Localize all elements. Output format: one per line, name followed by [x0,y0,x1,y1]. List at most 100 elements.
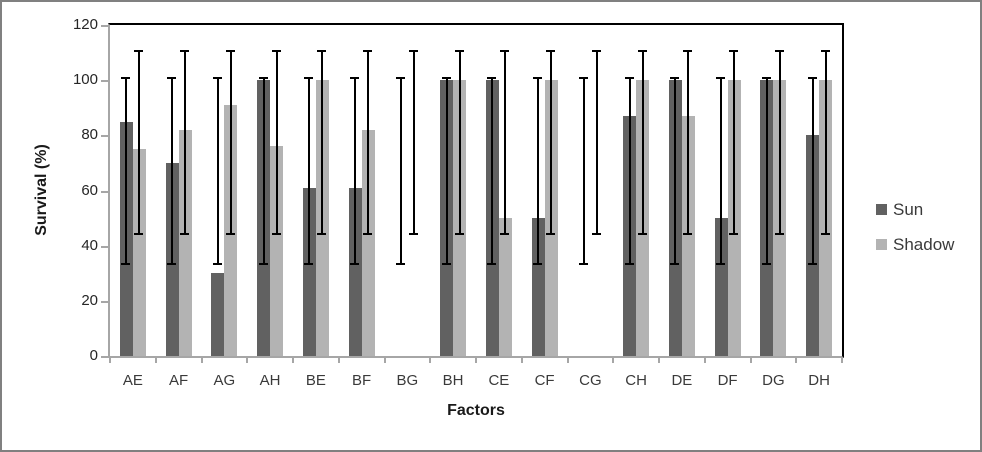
error-bar-sun-CE-bottom-cap [487,263,497,265]
error-bar-sun-AE-bottom-cap [121,263,131,265]
error-bar-shadow-CH [641,49,644,235]
legend-swatch-shadow-icon [876,239,887,250]
x-axis-tick [337,358,340,363]
error-bar-shadow-CG-top-cap [591,49,601,52]
x-axis-tick [292,358,294,363]
y-axis-tick [101,80,108,83]
bar-sun-DF [714,218,728,356]
x-category-label-DF: DF [717,372,738,389]
error-bar-shadow-AH [275,49,278,235]
error-bar-shadow-DF-top-cap [729,49,739,52]
error-bar-shadow-BH-bottom-cap [454,232,464,235]
error-bar-shadow-AG [229,49,232,235]
error-bar-shadow-CG-bottom-cap [591,232,601,235]
error-bar-shadow-CH-bottom-cap [637,232,647,235]
error-bar-sun-DE-top-cap [670,77,680,80]
error-bar-sun-DH-bottom-cap [807,263,817,265]
error-bar-sun-BG-top-cap [395,77,405,80]
x-category-label-BG: BG [396,372,419,389]
error-bar-sun-AF-bottom-cap [167,263,177,265]
error-bar-sun-DF-bottom-cap [716,263,726,265]
x-category-label-DE: DE [671,372,693,389]
error-bar-sun-BE-top-cap [304,77,314,80]
error-bar-shadow-DH [824,49,827,235]
x-axis-tick [383,358,386,363]
x-category-label-AH: AH [259,372,281,389]
x-axis-tick [703,358,706,363]
error-bar-sun-DE-bottom-cap [670,263,680,265]
error-bar-shadow-CE [504,49,507,235]
y-tick-label: 60 [81,181,98,199]
error-bar-sun-CH-top-cap [624,77,634,80]
x-category-label-AG: AG [213,372,236,389]
error-bar-shadow-BE-bottom-cap [317,232,327,235]
error-bar-sun-DH [811,77,814,265]
x-category-label-CG: CG [579,372,602,389]
bar-shadow-AH [270,146,284,356]
error-bar-shadow-AH-bottom-cap [271,232,281,235]
error-bar-sun-CH [628,77,631,265]
error-bar-shadow-DF [733,49,736,235]
error-bar-shadow-BH-top-cap [454,49,464,52]
error-bar-sun-AF [171,77,174,265]
y-axis-tick [101,135,108,138]
y-axis-tick [101,25,108,27]
bar-shadow-DE [681,116,695,356]
error-bar-sun-BF-bottom-cap [350,263,360,265]
x-category-label-DH: DH [808,372,830,389]
x-category-label-CH: CH [625,372,647,389]
error-bar-sun-AH-bottom-cap [258,263,268,265]
plot-area [108,23,844,358]
error-bar-shadow-DF-bottom-cap [729,232,739,235]
bar-shadow-AE [132,149,146,356]
x-category-label-DG: DG [762,372,785,389]
error-bar-shadow-AE-top-cap [134,49,144,52]
x-axis-title: Factors [447,402,505,419]
error-bar-sun-DG [765,77,768,265]
error-bar-sun-BF [354,77,357,265]
bar-sun-BE [302,187,316,356]
error-bar-shadow-DG-bottom-cap [774,232,784,235]
x-axis-tick [658,358,660,363]
error-bar-sun-BF-top-cap [350,77,360,80]
error-bar-shadow-CF-bottom-cap [546,232,556,235]
error-bar-sun-AG-bottom-cap [212,263,222,265]
error-bar-shadow-CF-top-cap [546,49,556,52]
error-bar-shadow-AF [184,49,187,235]
error-bar-sun-CF-top-cap [533,77,543,80]
error-bar-sun-CG-bottom-cap [578,263,588,265]
error-bar-shadow-AG-top-cap [225,49,235,52]
error-bar-sun-CH-bottom-cap [624,263,634,265]
error-bar-shadow-BE [321,49,324,235]
error-bar-sun-AE-top-cap [121,77,131,80]
error-bar-sun-BG [399,77,402,265]
x-axis-tick [795,358,798,363]
error-bar-shadow-BG [412,49,415,235]
x-category-label-AF: AF [169,372,189,389]
error-bar-shadow-CH-top-cap [637,49,647,52]
error-bar-sun-DF [720,77,723,265]
x-category-label-BE: BE [305,372,326,389]
legend-label-sun: Sun [893,200,924,219]
x-axis-tick [566,358,569,363]
x-axis-tick [246,358,249,363]
error-bar-sun-BG-bottom-cap [395,263,405,265]
error-bar-sun-DG-bottom-cap [761,263,771,265]
error-bar-shadow-BE-top-cap [317,49,327,52]
x-category-label-BF: BF [352,372,372,389]
error-bar-sun-BH-bottom-cap [441,263,451,265]
error-bar-shadow-BG-bottom-cap [408,232,418,235]
x-axis-tick [612,358,615,363]
error-bar-sun-DG-top-cap [761,77,771,80]
y-axis-tick [101,356,108,358]
x-axis-tick [109,358,111,363]
x-category-label-CE: CE [488,372,510,389]
x-category-label-AE: AE [122,372,143,389]
x-axis-tick [841,358,843,363]
error-bar-shadow-CG [595,49,598,235]
y-tick-label: 120 [72,16,98,33]
error-bar-sun-CF-bottom-cap [533,263,543,265]
bar-shadow-AF [178,129,192,356]
error-bar-sun-AH [262,77,265,265]
